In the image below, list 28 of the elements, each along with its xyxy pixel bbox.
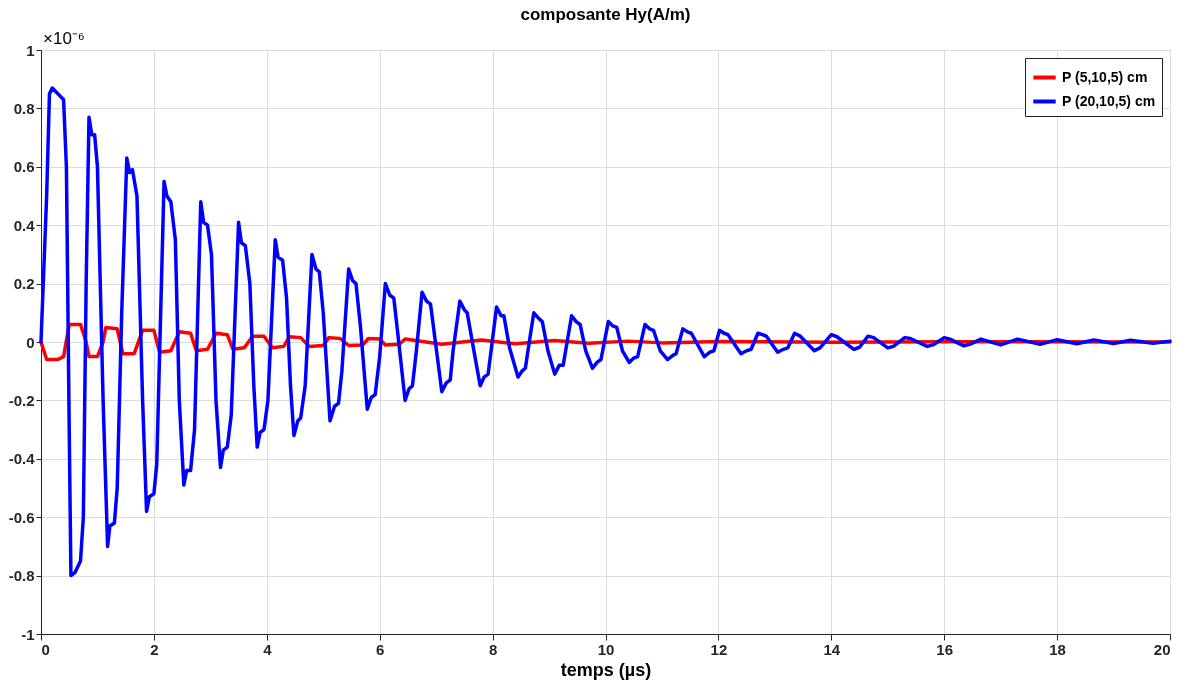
y-tick-label: 0	[26, 333, 35, 351]
y-tick-label: 0.4	[13, 216, 36, 234]
x-tick-label: 4	[263, 640, 273, 658]
line-series	[39, 86, 1172, 578]
x-tick-label: 6	[376, 640, 385, 658]
x-tick-label: 16	[936, 640, 954, 658]
x-tick-label: 20	[1153, 640, 1171, 658]
x-tick-label: 2	[150, 640, 159, 658]
y-tick-label: 1	[26, 41, 35, 59]
x-axis-title: temps (µs)	[560, 659, 652, 680]
x-tick-label: 12	[710, 640, 728, 658]
chart-title: composante Hy(A/m)	[520, 5, 691, 24]
y-tick-label: 0.6	[13, 158, 35, 176]
legend-label: P (5,10,5) cm	[1062, 68, 1148, 85]
x-tick-label: 10	[597, 640, 615, 658]
legend-label: P (20,10,5) cm	[1062, 92, 1156, 109]
text: ×10⁻⁶	[43, 29, 85, 48]
x-tick-label: 8	[488, 640, 498, 658]
y-tick-label: 0.8	[13, 99, 35, 117]
y-tick-label: -0.8	[8, 567, 35, 585]
y-tick-label: -0.4	[8, 450, 36, 468]
y-tick-label: -0.6	[8, 508, 35, 526]
y-tick-label: -1	[21, 625, 35, 643]
x-tick-label: 14	[823, 640, 841, 658]
y-tick-label: 0.2	[13, 275, 35, 293]
x-tick-label: 0	[41, 640, 50, 658]
y-tick-label: -0.2	[8, 391, 35, 409]
x-tick-label: 18	[1049, 640, 1066, 658]
